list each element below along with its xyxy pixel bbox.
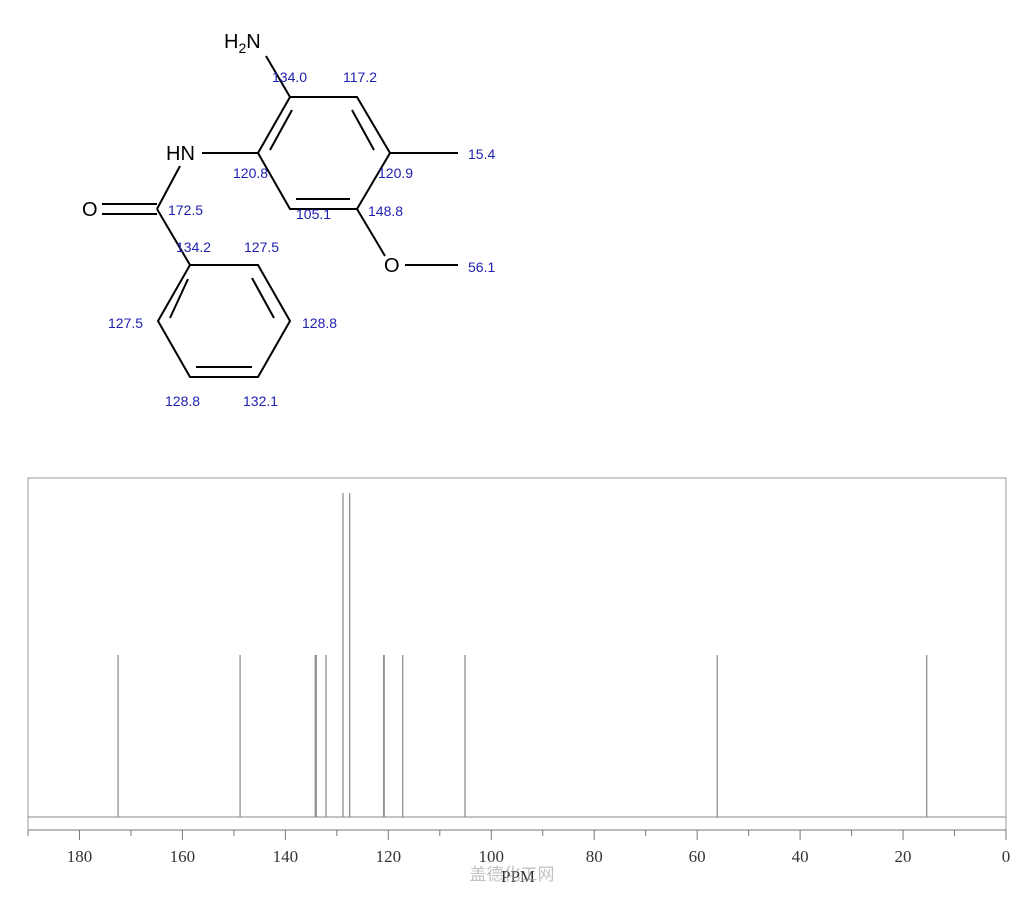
- molecule: H2N HN O O: [82, 31, 458, 378]
- plot-frame: [27, 477, 1007, 831]
- x-tick-label: 80: [586, 847, 603, 866]
- x-tick-label: 40: [792, 847, 809, 866]
- amine-h: H: [224, 31, 238, 53]
- amide-label: HN: [166, 143, 195, 165]
- shift-label: 15.4: [468, 146, 495, 162]
- phenyl-bonds: [156, 264, 292, 378]
- shift-label: 105.1: [296, 206, 331, 222]
- amine-n: N: [246, 31, 260, 53]
- x-tick-label: 140: [273, 847, 299, 866]
- shift-label: 128.8: [302, 315, 337, 331]
- ring-bonds: [256, 96, 392, 210]
- shift-label: 117.2: [343, 69, 377, 85]
- shift-label: 172.5: [168, 202, 203, 218]
- x-tick-label: 0: [1002, 847, 1011, 866]
- x-tick-label: 100: [479, 847, 505, 866]
- shift-label: 120.8: [233, 165, 268, 181]
- shift-label: 128.8: [165, 393, 200, 409]
- x-tick-label: 120: [376, 847, 402, 866]
- ring-double-bonds: [269, 109, 375, 200]
- x-tick-label: 160: [170, 847, 196, 866]
- shift-label: 127.5: [244, 239, 279, 255]
- x-tick-label: 180: [67, 847, 93, 866]
- shift-label: 127.5: [108, 315, 143, 331]
- substituent-bonds: [156, 55, 458, 266]
- amine-label: H2N: [224, 31, 261, 56]
- shift-label: 134.0: [272, 69, 307, 85]
- amine-sub: 2: [238, 40, 246, 56]
- x-tick-label: 60: [689, 847, 706, 866]
- carbonyl-bond: [102, 203, 157, 215]
- watermark: 盖德化工网: [470, 865, 555, 885]
- shift-label: 148.8: [368, 203, 403, 219]
- carbonyl-o: O: [82, 199, 98, 221]
- x-axis-label: PPM: [501, 867, 535, 886]
- shift-label: 134.2: [176, 239, 211, 255]
- shift-label: 120.9: [378, 165, 413, 181]
- shift-label: 132.1: [243, 393, 278, 409]
- shift-label: 56.1: [468, 259, 495, 275]
- ether-o: O: [384, 255, 400, 277]
- x-tick-label: 20: [895, 847, 912, 866]
- phenyl-double-bonds: [169, 277, 275, 368]
